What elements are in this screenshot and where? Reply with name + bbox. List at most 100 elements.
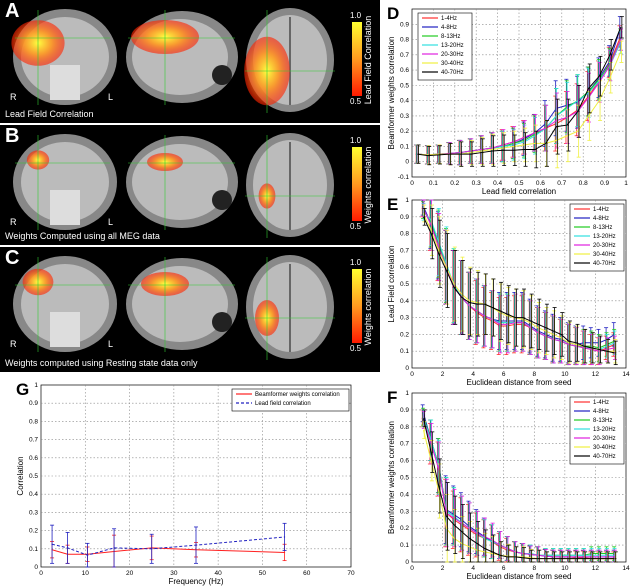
series-6 bbox=[422, 207, 618, 366]
legend-entry: 13-20Hz bbox=[593, 234, 616, 240]
x-tick-label: 40 bbox=[215, 570, 223, 577]
data-point bbox=[578, 110, 580, 112]
x-tick-label: 10 bbox=[82, 570, 90, 577]
legend-entry: 8-13Hz bbox=[593, 225, 612, 231]
left-marker: L bbox=[108, 92, 114, 102]
y-tick-label: 0.5 bbox=[400, 281, 409, 288]
chart-e: 0 2 4 6 8 10 12 14 0 0.1 0.2 0.3 0.4 0.5 0.6 0.7 0.8 0.9 1… bbox=[387, 195, 630, 387]
colorbar bbox=[352, 22, 362, 96]
series-line bbox=[51, 536, 285, 556]
left-marker: L bbox=[108, 339, 114, 349]
legend-entry: 13-20Hz bbox=[593, 427, 616, 433]
x-tick-label: 14 bbox=[622, 565, 630, 572]
legend-entry: 40-70Hz bbox=[441, 70, 464, 76]
panel-b: B R L 1.0 0.5 Weights correlation Weight… bbox=[0, 125, 380, 245]
y-tick-label: 0.1 bbox=[400, 348, 409, 355]
series-line bbox=[417, 27, 622, 157]
y-tick-label: 0.6 bbox=[400, 458, 409, 465]
colorbar-min: 0.5 bbox=[350, 344, 362, 353]
y-tick-label: 0.9 bbox=[400, 21, 409, 28]
panel-a: A R L 1.0 0.5 Lead Field Correlation Lea… bbox=[0, 0, 380, 123]
x-tick-label: 0.2 bbox=[450, 180, 459, 187]
x-axis-label: Euclidean distance from seed bbox=[467, 572, 572, 581]
x-tick-label: 70 bbox=[347, 570, 355, 577]
panel-label: E bbox=[387, 195, 398, 214]
panel-label: A bbox=[5, 0, 20, 22]
x-tick-label: 30 bbox=[170, 570, 178, 577]
coronal-slice bbox=[11, 9, 117, 105]
x-tick-label: 0 bbox=[410, 565, 414, 572]
series-6 bbox=[416, 16, 624, 169]
legend-box bbox=[569, 203, 625, 272]
series-6 bbox=[422, 409, 618, 563]
chart-f: 0 2 4 6 8 10 12 14 0 0.1 0.2 0.3 0.4 0.5 0.6 0.7 0.8 0.9 1… bbox=[387, 388, 630, 581]
panel-label: B bbox=[5, 125, 20, 147]
x-axis-label: Lead field correlation bbox=[482, 187, 556, 196]
x-tick-label: 0.9 bbox=[600, 180, 609, 187]
x-tick-label: 14 bbox=[622, 371, 630, 378]
y-tick-label: 1 bbox=[34, 382, 38, 389]
legend-entry: 1-4Hz bbox=[593, 207, 609, 213]
data-point bbox=[431, 233, 433, 235]
y-tick-label: 0.9 bbox=[29, 400, 38, 407]
y-tick-label: 0.1 bbox=[400, 542, 409, 549]
x-tick-label: 1 bbox=[624, 180, 628, 187]
y-tick-label: 1 bbox=[405, 390, 409, 397]
x-tick-label: 0.4 bbox=[493, 180, 502, 187]
x-tick-label: 0.6 bbox=[536, 180, 545, 187]
y-tick-label: 0.4 bbox=[400, 298, 409, 305]
y-tick-label: 0.3 bbox=[400, 315, 409, 322]
data-point bbox=[454, 286, 456, 288]
legend-entry: 4-8Hz bbox=[441, 25, 457, 31]
legend-entry: 1-4Hz bbox=[593, 400, 609, 406]
y-tick-label: 0.8 bbox=[29, 418, 38, 425]
panel-label: F bbox=[387, 388, 397, 407]
legend-entry: 30-40Hz bbox=[593, 252, 616, 258]
y-tick-label: 0 bbox=[405, 365, 409, 372]
x-tick-label: 0 bbox=[410, 371, 414, 378]
coronal-slice bbox=[13, 134, 117, 230]
y-tick-label: 0.8 bbox=[400, 37, 409, 44]
legend: 1-4Hz 4-8Hz 8-13Hz 13-20Hz 20-30Hz 30-40Hz 40-… bbox=[569, 203, 625, 272]
y-tick-label: 0.1 bbox=[29, 546, 38, 553]
y-tick-label: 0 bbox=[405, 159, 409, 166]
x-tick-label: 2 bbox=[441, 565, 445, 572]
brain-slices bbox=[11, 8, 335, 113]
x-tick-label: 0.1 bbox=[429, 180, 438, 187]
data-point bbox=[599, 75, 602, 77]
y-tick-label: 0.7 bbox=[400, 247, 409, 254]
legend-box bbox=[417, 12, 473, 81]
legend: 1-4Hz 4-8Hz 8-13Hz 13-20Hz 20-30Hz 30-40Hz 40-… bbox=[569, 396, 625, 465]
legend-entry: 20-30Hz bbox=[593, 243, 616, 249]
x-tick-label: 8 bbox=[532, 565, 536, 572]
x-axis-label: Frequency (Hz) bbox=[168, 577, 223, 586]
legend-entry: 20-30Hz bbox=[593, 436, 616, 442]
colorbar-min: 0.5 bbox=[350, 97, 362, 106]
data-point bbox=[546, 142, 548, 144]
colorbar-min: 0.5 bbox=[350, 222, 362, 231]
y-tick-label: 0.8 bbox=[400, 424, 409, 431]
axial-slice bbox=[245, 255, 335, 360]
data-point bbox=[567, 124, 569, 126]
y-tick-label: 0.5 bbox=[400, 475, 409, 482]
data-point bbox=[113, 547, 115, 549]
y-tick-label: 0.6 bbox=[29, 455, 38, 462]
x-tick-label: 0 bbox=[39, 570, 43, 577]
colorbar-max: 1.0 bbox=[350, 258, 362, 267]
panel-c: C R L 1.0 0.5 Weights correlation Weight… bbox=[0, 247, 380, 372]
legend-entry: 4-8Hz bbox=[593, 216, 609, 222]
y-axis-label: Correlation bbox=[16, 456, 25, 495]
y-tick-label: -0.1 bbox=[398, 174, 410, 181]
x-tick-label: 6 bbox=[502, 371, 506, 378]
legend-box bbox=[231, 388, 350, 412]
legend-entry: 8-13Hz bbox=[593, 418, 612, 424]
y-tick-label: 0.6 bbox=[400, 67, 409, 74]
legend-entry: 20-30Hz bbox=[441, 52, 464, 58]
data-point bbox=[610, 54, 612, 56]
x-tick-label: 50 bbox=[259, 570, 267, 577]
y-tick-label: 0.9 bbox=[400, 214, 409, 221]
series-line bbox=[423, 216, 615, 354]
axial-slice bbox=[244, 8, 335, 113]
sagittal-slice bbox=[126, 10, 238, 105]
